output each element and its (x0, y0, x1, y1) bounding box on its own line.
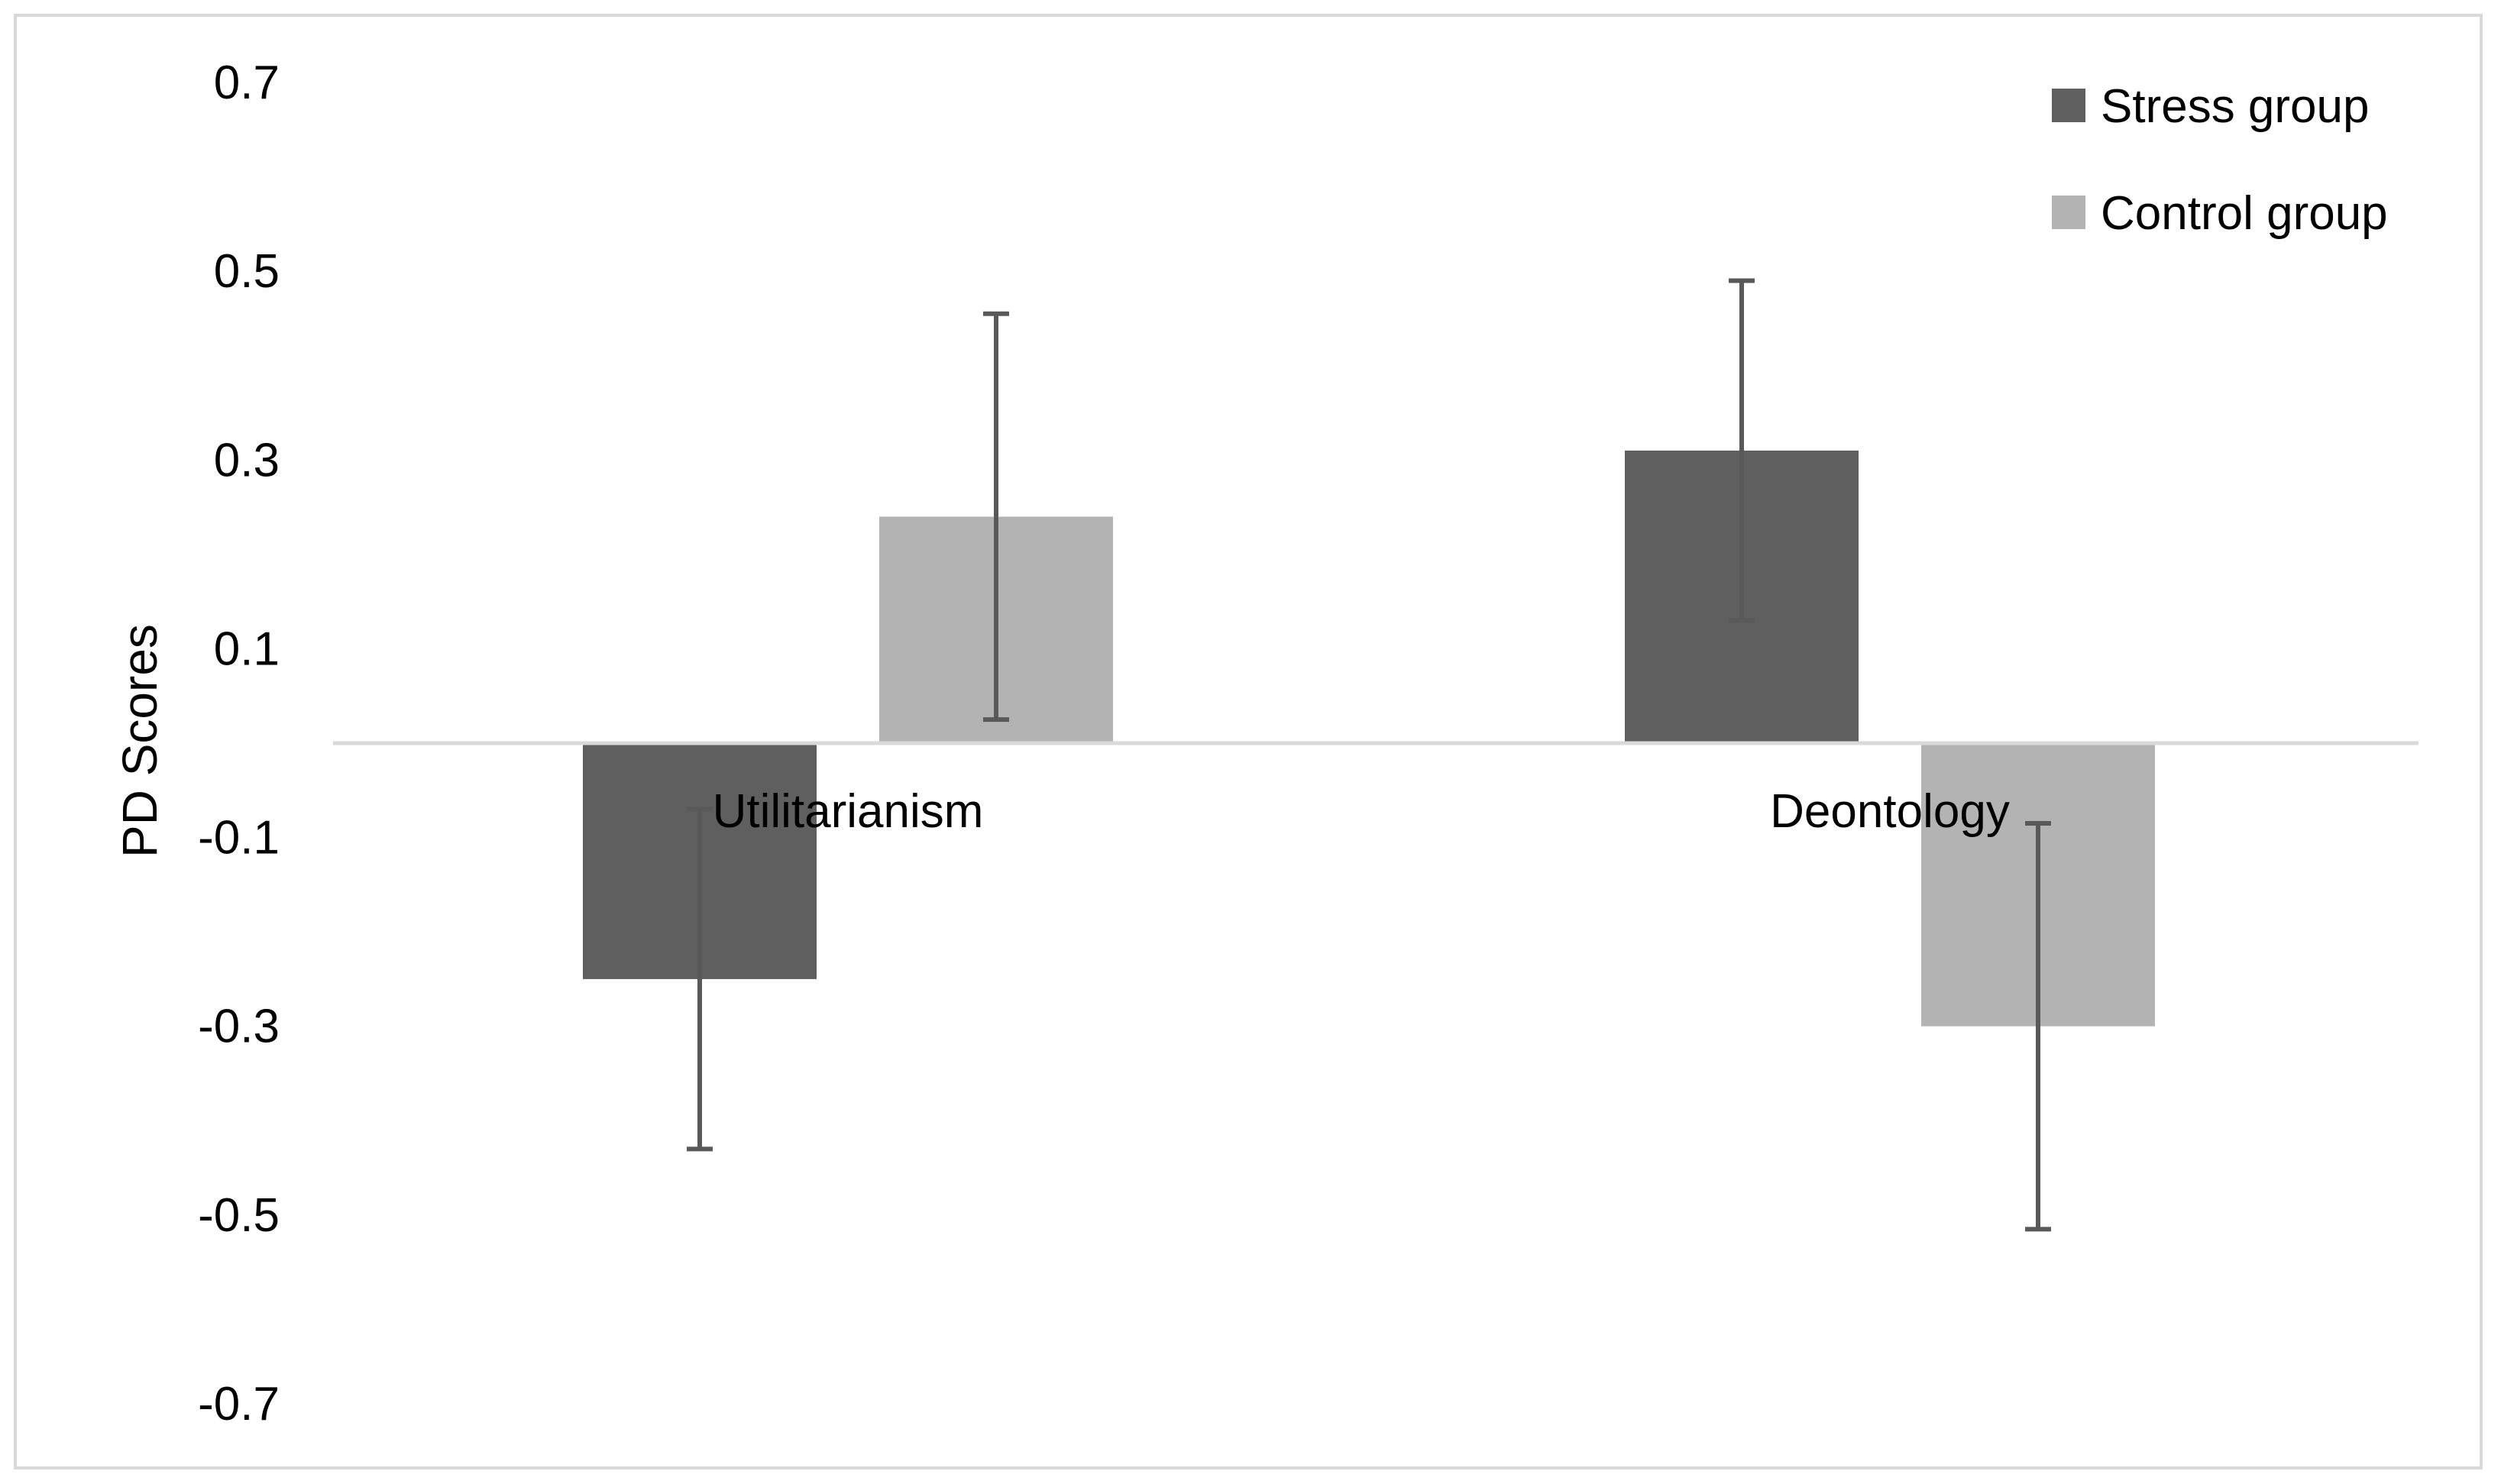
y-tick-label: -0.5 (198, 1189, 280, 1242)
y-tick-label: 0.3 (214, 434, 280, 487)
legend-swatch (2052, 89, 2085, 122)
y-tick-label: -0.7 (198, 1378, 280, 1431)
category-label-utilitarianism: Utilitarianism (713, 785, 984, 838)
legend: Stress group Control group (2052, 80, 2388, 240)
y-tick-label: 0.5 (214, 245, 280, 298)
y-tick-labels: 0.7 0.5 0.3 0.1 -0.1 -0.3 -0.5 -0.7 (198, 57, 280, 1431)
legend-label: Control group (2101, 187, 2388, 240)
y-axis-title: PD Scores (112, 624, 167, 858)
error-bars (687, 278, 2051, 1232)
legend-label: Stress group (2101, 80, 2370, 133)
category-labels: Utilitarianism Deontology (713, 785, 2010, 838)
bars (583, 450, 2155, 1027)
y-tick-label: 0.1 (214, 622, 280, 675)
y-tick-label: -0.1 (198, 812, 280, 865)
legend-swatch (2052, 196, 2085, 229)
category-label-deontology: Deontology (1770, 785, 2010, 838)
y-tick-label: 0.7 (214, 57, 280, 109)
y-tick-label: -0.3 (198, 1001, 280, 1053)
